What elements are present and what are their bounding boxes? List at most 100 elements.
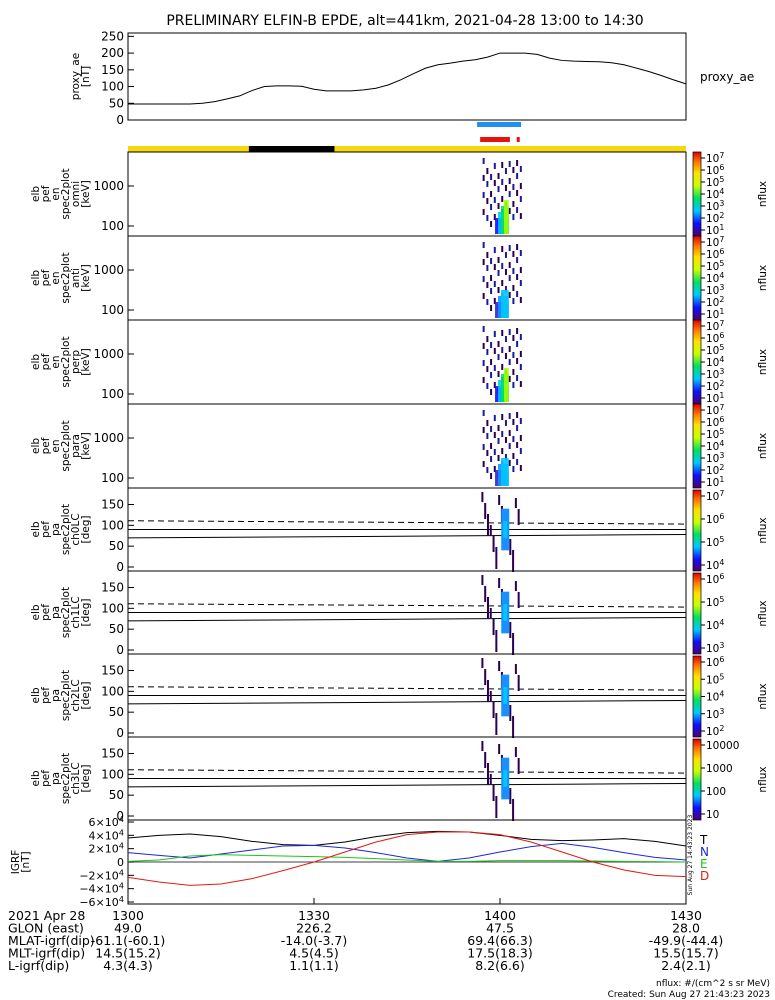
pa-pixel bbox=[514, 581, 517, 591]
pa-pixel bbox=[481, 575, 484, 585]
spec-pixel bbox=[519, 183, 522, 189]
spec-ylabel-line: [keV] bbox=[80, 348, 92, 376]
spec-pixel bbox=[486, 215, 489, 221]
pa-pixel bbox=[489, 608, 492, 618]
footer-cell: 49.0 bbox=[114, 921, 142, 936]
loss-cone-dashed bbox=[127, 603, 687, 608]
pa-colorbar-bar bbox=[692, 572, 702, 655]
spec-pixel bbox=[486, 252, 489, 258]
spec-pixel bbox=[516, 459, 519, 465]
pa-ytick-label: 50 bbox=[109, 539, 124, 553]
igrf-ylabel-line: IGRF bbox=[10, 850, 22, 875]
pa-flux-peak bbox=[503, 604, 508, 621]
spec-pixel bbox=[486, 168, 489, 174]
data-marker-tick bbox=[516, 137, 520, 142]
pa-colorbar-tick-label: 104 bbox=[706, 558, 724, 572]
spec-colorbar-bar bbox=[692, 319, 702, 405]
spec-ylabel-line: en bbox=[50, 355, 62, 368]
pa-colorbar-tick-label: 106 bbox=[706, 512, 724, 526]
spec-pixel bbox=[482, 192, 485, 198]
pa-ylabel-line: pa bbox=[50, 606, 62, 619]
pa-ytick-label: 0 bbox=[116, 809, 124, 823]
spec-pixel bbox=[508, 191, 511, 197]
pa-colorbar-tick-label: 102 bbox=[706, 724, 724, 738]
spec-panel-1: 1000100elbpefenspec2plotanti[keV]1071061… bbox=[30, 235, 769, 321]
pa-pixel bbox=[481, 492, 484, 502]
pa-colorbar-tick-label: 103 bbox=[706, 707, 724, 721]
pa-pixel bbox=[495, 547, 498, 569]
spec-pixel bbox=[519, 280, 522, 286]
pa-ylabel-line: elb bbox=[30, 770, 42, 786]
spec-pixel bbox=[519, 334, 522, 340]
spec-pixel bbox=[519, 351, 522, 357]
spec-panel-2: 1000100elbpefenspec2plotperp[keV]1071061… bbox=[30, 319, 769, 405]
pa-ylabel-line: pef bbox=[40, 521, 52, 538]
footer-cell: -61.1(-60.1) bbox=[91, 933, 165, 948]
footer-cell: 2021 Apr 28 bbox=[8, 908, 85, 923]
pa-pixel bbox=[481, 658, 484, 668]
pa-ylabel-line: ch3LC bbox=[70, 762, 82, 794]
spec-pixel bbox=[490, 456, 493, 462]
spec-flux-cell bbox=[501, 458, 509, 486]
ae-ytick-label: 100 bbox=[101, 80, 124, 94]
loss-cone-dashed bbox=[127, 686, 687, 691]
footer-cell: MLAT-igrf(dip) bbox=[8, 933, 95, 948]
pa-colorbar-bar bbox=[692, 655, 702, 738]
pa-ylabel-line: pa bbox=[50, 523, 62, 536]
spec-ylabel-line: pef bbox=[40, 185, 52, 202]
spec-ylabel-line: para bbox=[70, 434, 82, 458]
footer-cell: 4.5(4.5) bbox=[289, 946, 339, 961]
ae-ytick-label: 200 bbox=[101, 46, 124, 60]
spec-pixel bbox=[501, 364, 504, 370]
spec-pixel bbox=[504, 168, 507, 174]
footer-cell: L-igrf(dip) bbox=[8, 958, 69, 973]
spec-pixel bbox=[508, 460, 511, 466]
spec-pixel bbox=[493, 298, 496, 304]
pa-flux-peak bbox=[503, 521, 508, 538]
pa-ylabel-line: ch0LC bbox=[70, 513, 82, 545]
spec-ytick-label: 100 bbox=[101, 219, 124, 233]
spec-pixel bbox=[490, 372, 493, 378]
pa-ylabel-line: pef bbox=[40, 604, 52, 621]
pa-colorbar-tick-label: 106 bbox=[706, 655, 724, 669]
pa-colorbar-tick-label: 100 bbox=[706, 786, 726, 798]
spec-pixel bbox=[490, 191, 493, 197]
spec-pixel bbox=[486, 467, 489, 473]
footer-cell: GLON (east) bbox=[8, 921, 84, 936]
spec-pixel bbox=[493, 197, 496, 203]
spec-pixel bbox=[490, 443, 493, 449]
igrf-series-N bbox=[127, 842, 687, 862]
pa-colorbar-tick-label: 106 bbox=[706, 572, 724, 586]
igrf-series-T bbox=[127, 830, 687, 847]
spec-pixel bbox=[490, 426, 493, 432]
spec-pixel bbox=[482, 343, 485, 349]
spec-pixel bbox=[482, 326, 485, 332]
spec-pixel bbox=[508, 275, 511, 281]
chart-title: PRELIMINARY ELFIN-B EPDE, alt=441km, 202… bbox=[166, 13, 643, 29]
spec-ytick-label: 100 bbox=[101, 303, 124, 317]
spec-pixel bbox=[519, 381, 522, 387]
spec-pixel bbox=[516, 425, 519, 431]
spec-pixel bbox=[504, 269, 507, 275]
igrf-series-D bbox=[127, 831, 687, 886]
spec-pixel bbox=[519, 364, 522, 370]
footer-cell: -49.9(-44.4) bbox=[649, 933, 723, 948]
pa-colorbar-label: nflux bbox=[757, 600, 769, 626]
igrf-ytick-label: 2×104 bbox=[89, 841, 124, 856]
pa-colorbar-tick-label: 10000 bbox=[706, 740, 739, 752]
spec-pixel bbox=[501, 196, 504, 202]
pa-pixel bbox=[509, 539, 512, 555]
spec-pixel bbox=[482, 461, 485, 467]
spec-pixel bbox=[516, 173, 519, 179]
pa-pixel bbox=[489, 691, 492, 701]
spec-ytick-label: 1000 bbox=[93, 347, 124, 361]
spec-pixel bbox=[490, 221, 493, 227]
igrf-legend-D: D bbox=[700, 869, 709, 883]
spec-ylabel-line: [keV] bbox=[80, 180, 92, 208]
loss-cone-solid bbox=[127, 783, 687, 788]
pa-pixel bbox=[509, 788, 512, 804]
spec-ylabel-line: en bbox=[50, 271, 62, 284]
spec-pixel bbox=[504, 437, 507, 443]
